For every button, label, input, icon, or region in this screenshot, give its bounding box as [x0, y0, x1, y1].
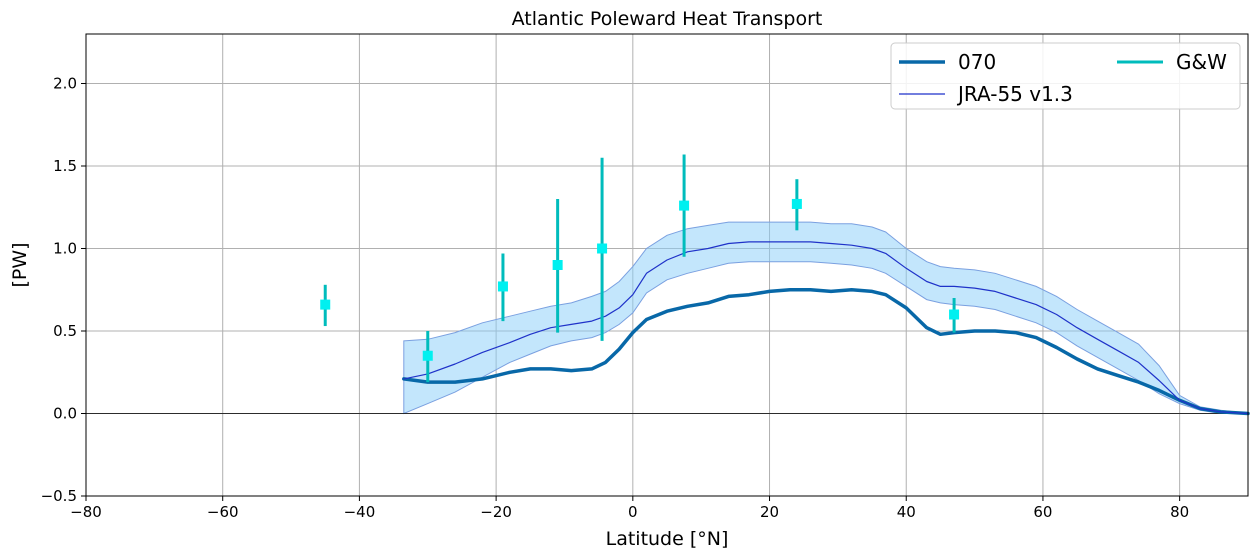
- gw-point-marker: [597, 243, 608, 254]
- y-tick-label: 2.0: [53, 75, 77, 93]
- x-tick-label: 80: [1170, 503, 1189, 521]
- x-tick-label: −80: [70, 503, 102, 521]
- series-layer: [320, 154, 1250, 416]
- tick-layer: −80 −60 −40 −20 0 20 40 60 80 −0.5 0.0 0.5 1.0 1.5 2.0: [41, 75, 1190, 522]
- x-tick-label: 20: [760, 503, 779, 521]
- gw-point-marker: [791, 198, 802, 209]
- gw-point-marker: [679, 200, 690, 211]
- gw-point-marker: [422, 350, 433, 361]
- y-tick-label: 0.5: [53, 322, 77, 340]
- legend-label: 070: [958, 50, 996, 74]
- plot-frame: [85, 33, 1249, 497]
- x-axis-label: Latitude [°N]: [606, 528, 729, 550]
- series-line-070: [402, 288, 1250, 416]
- x-tick-label: −20: [480, 503, 512, 521]
- gw-point-marker: [320, 299, 331, 310]
- legend-box: [890, 42, 1241, 110]
- legend-label: JRA-55 v1.3: [956, 82, 1073, 106]
- chart-title: Atlantic Poleward Heat Transport: [512, 8, 823, 30]
- gw-point-marker: [497, 281, 508, 292]
- x-tick-label: −40: [344, 503, 376, 521]
- x-tick-label: 0: [628, 503, 638, 521]
- y-tick-label: 1.5: [53, 157, 77, 175]
- x-tick-label: −60: [207, 503, 239, 521]
- y-tick-label: 1.0: [53, 240, 77, 258]
- uncertainty-band-layer: [403, 221, 1249, 415]
- legend-label: G&W: [1176, 50, 1227, 74]
- y-tick-label: −0.5: [41, 487, 77, 505]
- y-axis-label: [PW]: [9, 242, 31, 287]
- series-line-jra-55-v1-3: [403, 241, 1249, 415]
- x-tick-label: 40: [897, 503, 916, 521]
- y-tick-label: 0.0: [53, 405, 77, 423]
- x-tick-label: 60: [1033, 503, 1052, 521]
- jra55-uncertainty-band: [403, 221, 1249, 415]
- gw-point-marker: [949, 309, 960, 320]
- gw-point-marker: [552, 260, 563, 270]
- legend: 070 JRA-55 v1.3 G&W: [890, 42, 1241, 110]
